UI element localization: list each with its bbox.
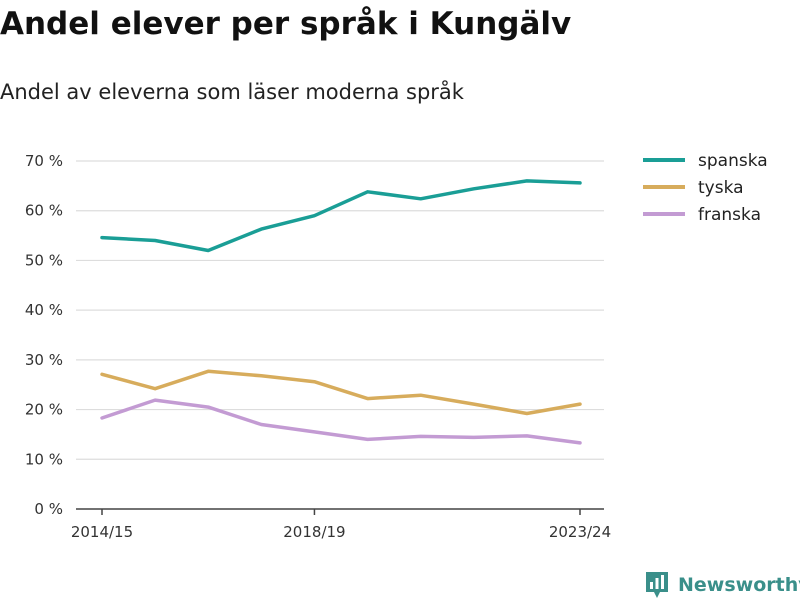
gridlines <box>76 160 604 460</box>
legend-label-tyska: tyska <box>698 178 744 198</box>
x-tick-label: 2014/15 <box>71 523 133 541</box>
y-tick-label: 20 % <box>25 401 63 419</box>
x-tick-label: 2023/24 <box>549 523 611 541</box>
legend: spanska tyska franska <box>643 151 768 225</box>
y-tick-label: 50 % <box>25 251 63 269</box>
legend-label-spanska: spanska <box>698 151 768 171</box>
series-line-spanska <box>100 179 582 253</box>
x-axis: 2014/15 2018/19 2023/24 <box>71 508 611 541</box>
y-tick-label: 40 % <box>25 301 63 319</box>
y-axis: 0 % 10 % 20 % 30 % 40 % 50 % 60 % 70 % <box>25 152 63 518</box>
y-tick-label: 0 % <box>34 500 63 518</box>
series-lines <box>100 179 582 445</box>
chart-subtitle: Andel av eleverna som läser moderna språ… <box>0 80 464 104</box>
brand-logo: Newsworthy <box>644 568 800 602</box>
newsworthy-logo-icon <box>646 572 668 598</box>
y-tick-label: 70 % <box>25 152 63 170</box>
y-tick-label: 30 % <box>25 351 63 369</box>
series-line-franska <box>100 398 582 445</box>
chart-title: Andel elever per språk i Kungälv <box>0 6 572 42</box>
x-tick-label: 2018/19 <box>283 523 345 541</box>
series-line-tyska <box>100 369 582 416</box>
legend-label-franska: franska <box>698 205 761 225</box>
y-tick-label: 60 % <box>25 202 63 220</box>
y-tick-label: 10 % <box>25 450 63 468</box>
brand-name: Newsworthy <box>678 574 800 596</box>
